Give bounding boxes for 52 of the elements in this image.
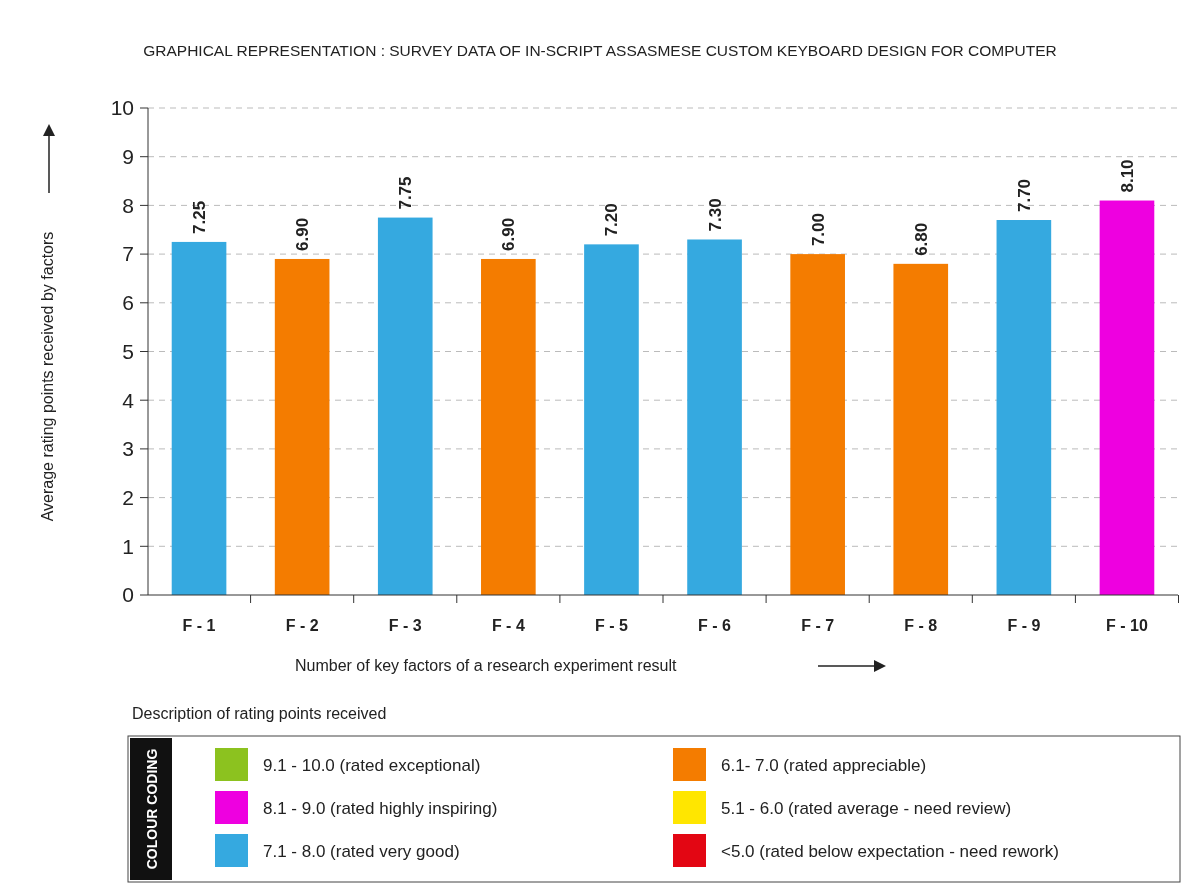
y-axis-title: Average rating points received by factors [39, 231, 56, 522]
y-tick-label: 9 [122, 145, 134, 169]
data-label: 7.75 [396, 176, 416, 210]
bar [584, 244, 639, 595]
y-tick-label: 10 [110, 96, 134, 120]
legend-label: 8.1 - 9.0 (rated highly inspiring) [263, 798, 498, 818]
y-tick-label: 4 [122, 388, 135, 412]
legend-label: <5.0 (rated below expectation - need rework) [721, 841, 1059, 861]
y-tick-label: 6 [122, 291, 134, 315]
bar [171, 241, 227, 595]
data-label: 7.25 [190, 200, 210, 234]
data-label: 6.80 [911, 222, 931, 256]
data-label: 7.70 [1014, 178, 1034, 213]
x-tick-label: F - 9 [1007, 617, 1041, 634]
y-tick-label: 3 [122, 437, 134, 461]
x-tick-label: F - 3 [388, 617, 422, 634]
bar [1099, 200, 1155, 595]
x-axis-title: Number of key factors of a research experiment result [295, 657, 678, 674]
legend-label: 9.1 - 10.0 (rated exceptional) [263, 755, 481, 775]
text: Description of rating points received [132, 705, 387, 722]
x-tick-label: F - 7 [801, 617, 835, 634]
x-tick-label: F - 1 [182, 617, 216, 634]
data-label: 6.90 [499, 217, 519, 251]
legend-label: 5.1 - 6.0 (rated average - need review) [721, 798, 1012, 818]
data-label: 7.30 [705, 198, 725, 232]
x-tick-label: F - 6 [698, 617, 732, 634]
bar [790, 254, 845, 595]
bar [481, 258, 536, 595]
chart-title: GRAPHICAL REPRESENTATION : SURVEY DATA OF IN-SCRIPT ASSASMESE CUSTOM KEYBOARD DESIGN FOR COMPUTER [143, 42, 1057, 59]
bar [996, 220, 1052, 595]
legend-title: COLOUR CODING [144, 748, 160, 870]
bar [377, 217, 433, 595]
y-tick-label: 8 [122, 193, 134, 217]
data-label: 8.10 [1117, 159, 1137, 193]
y-tick-label: 0 [122, 583, 134, 607]
legend-label: 6.1- 7.0 (rated appreciable) [721, 755, 927, 775]
x-tick-label: F - 4 [491, 617, 525, 634]
y-tick-label: 1 [122, 534, 134, 558]
x-tick-label: F - 10 [1106, 617, 1148, 634]
bar [893, 263, 949, 595]
data-label: 6.90 [293, 217, 313, 251]
x-tick-label: F - 8 [904, 617, 938, 634]
y-tick-label: 7 [122, 242, 134, 266]
legend-label: 7.1 - 8.0 (rated very good) [263, 841, 460, 861]
bar [274, 258, 330, 595]
x-tick-label: F - 5 [595, 617, 628, 634]
x-tick-label: F - 2 [285, 617, 319, 634]
data-label: 7.00 [808, 213, 828, 247]
y-tick-label: 2 [122, 485, 134, 509]
y-tick-label: 5 [122, 339, 134, 363]
data-label: 7.20 [602, 203, 622, 237]
bar [687, 239, 742, 595]
